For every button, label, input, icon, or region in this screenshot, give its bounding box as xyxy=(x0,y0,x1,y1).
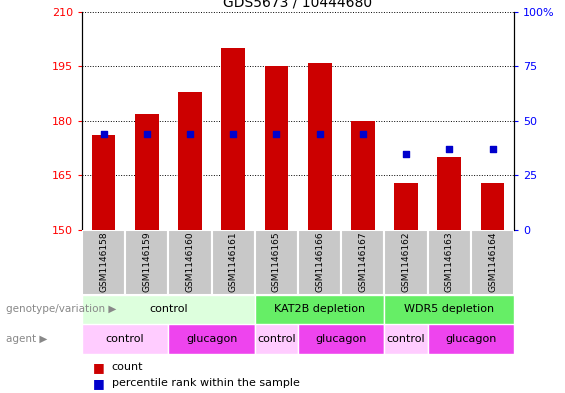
Bar xyxy=(178,92,202,230)
Point xyxy=(402,151,411,157)
Bar xyxy=(221,48,245,230)
Text: GSM1146162: GSM1146162 xyxy=(402,232,411,292)
Bar xyxy=(125,230,168,295)
Point xyxy=(185,131,194,137)
Bar xyxy=(255,324,298,354)
Text: GSM1146166: GSM1146166 xyxy=(315,232,324,292)
Text: KAT2B depletion: KAT2B depletion xyxy=(274,305,365,314)
Point xyxy=(229,131,238,137)
Point xyxy=(99,131,108,137)
Text: WDR5 depletion: WDR5 depletion xyxy=(404,305,494,314)
Text: glucagon: glucagon xyxy=(445,334,497,344)
Bar xyxy=(298,230,341,295)
Point xyxy=(272,131,281,137)
Text: GSM1146163: GSM1146163 xyxy=(445,232,454,292)
Bar xyxy=(384,230,428,295)
Bar xyxy=(298,324,384,354)
Text: control: control xyxy=(257,334,295,344)
Bar xyxy=(255,295,384,324)
Text: control: control xyxy=(387,334,425,344)
Bar xyxy=(351,121,375,230)
Title: GDS5673 / 10444680: GDS5673 / 10444680 xyxy=(224,0,372,9)
Text: glucagon: glucagon xyxy=(316,334,367,344)
Text: count: count xyxy=(112,362,144,373)
Bar xyxy=(168,324,255,354)
Bar xyxy=(384,295,514,324)
Text: percentile rank within the sample: percentile rank within the sample xyxy=(112,378,300,388)
Bar xyxy=(471,230,514,295)
Text: GSM1146165: GSM1146165 xyxy=(272,232,281,292)
Text: GSM1146161: GSM1146161 xyxy=(229,232,238,292)
Bar xyxy=(341,230,384,295)
Bar xyxy=(481,183,505,230)
Bar xyxy=(437,157,461,230)
Bar xyxy=(255,230,298,295)
Point xyxy=(445,146,454,152)
Bar xyxy=(82,295,255,324)
Bar xyxy=(211,230,255,295)
Bar xyxy=(384,324,428,354)
Text: genotype/variation ▶: genotype/variation ▶ xyxy=(6,305,116,314)
Point xyxy=(488,146,497,152)
Bar xyxy=(82,324,168,354)
Bar xyxy=(92,135,115,230)
Text: GSM1146164: GSM1146164 xyxy=(488,232,497,292)
Text: glucagon: glucagon xyxy=(186,334,237,344)
Text: GSM1146158: GSM1146158 xyxy=(99,232,108,292)
Point xyxy=(315,131,324,137)
Bar xyxy=(428,230,471,295)
Bar xyxy=(82,230,125,295)
Text: agent ▶: agent ▶ xyxy=(6,334,47,344)
Text: GSM1146160: GSM1146160 xyxy=(185,232,194,292)
Bar xyxy=(135,114,159,230)
Text: control: control xyxy=(149,305,188,314)
Point xyxy=(358,131,367,137)
Text: GSM1146159: GSM1146159 xyxy=(142,232,151,292)
Bar xyxy=(308,62,332,230)
Bar xyxy=(394,183,418,230)
Bar xyxy=(264,66,288,230)
Text: control: control xyxy=(106,334,145,344)
Text: ■: ■ xyxy=(93,361,105,374)
Text: GSM1146167: GSM1146167 xyxy=(358,232,367,292)
Point xyxy=(142,131,151,137)
Text: ■: ■ xyxy=(93,376,105,390)
Bar xyxy=(428,324,514,354)
Bar xyxy=(168,230,211,295)
